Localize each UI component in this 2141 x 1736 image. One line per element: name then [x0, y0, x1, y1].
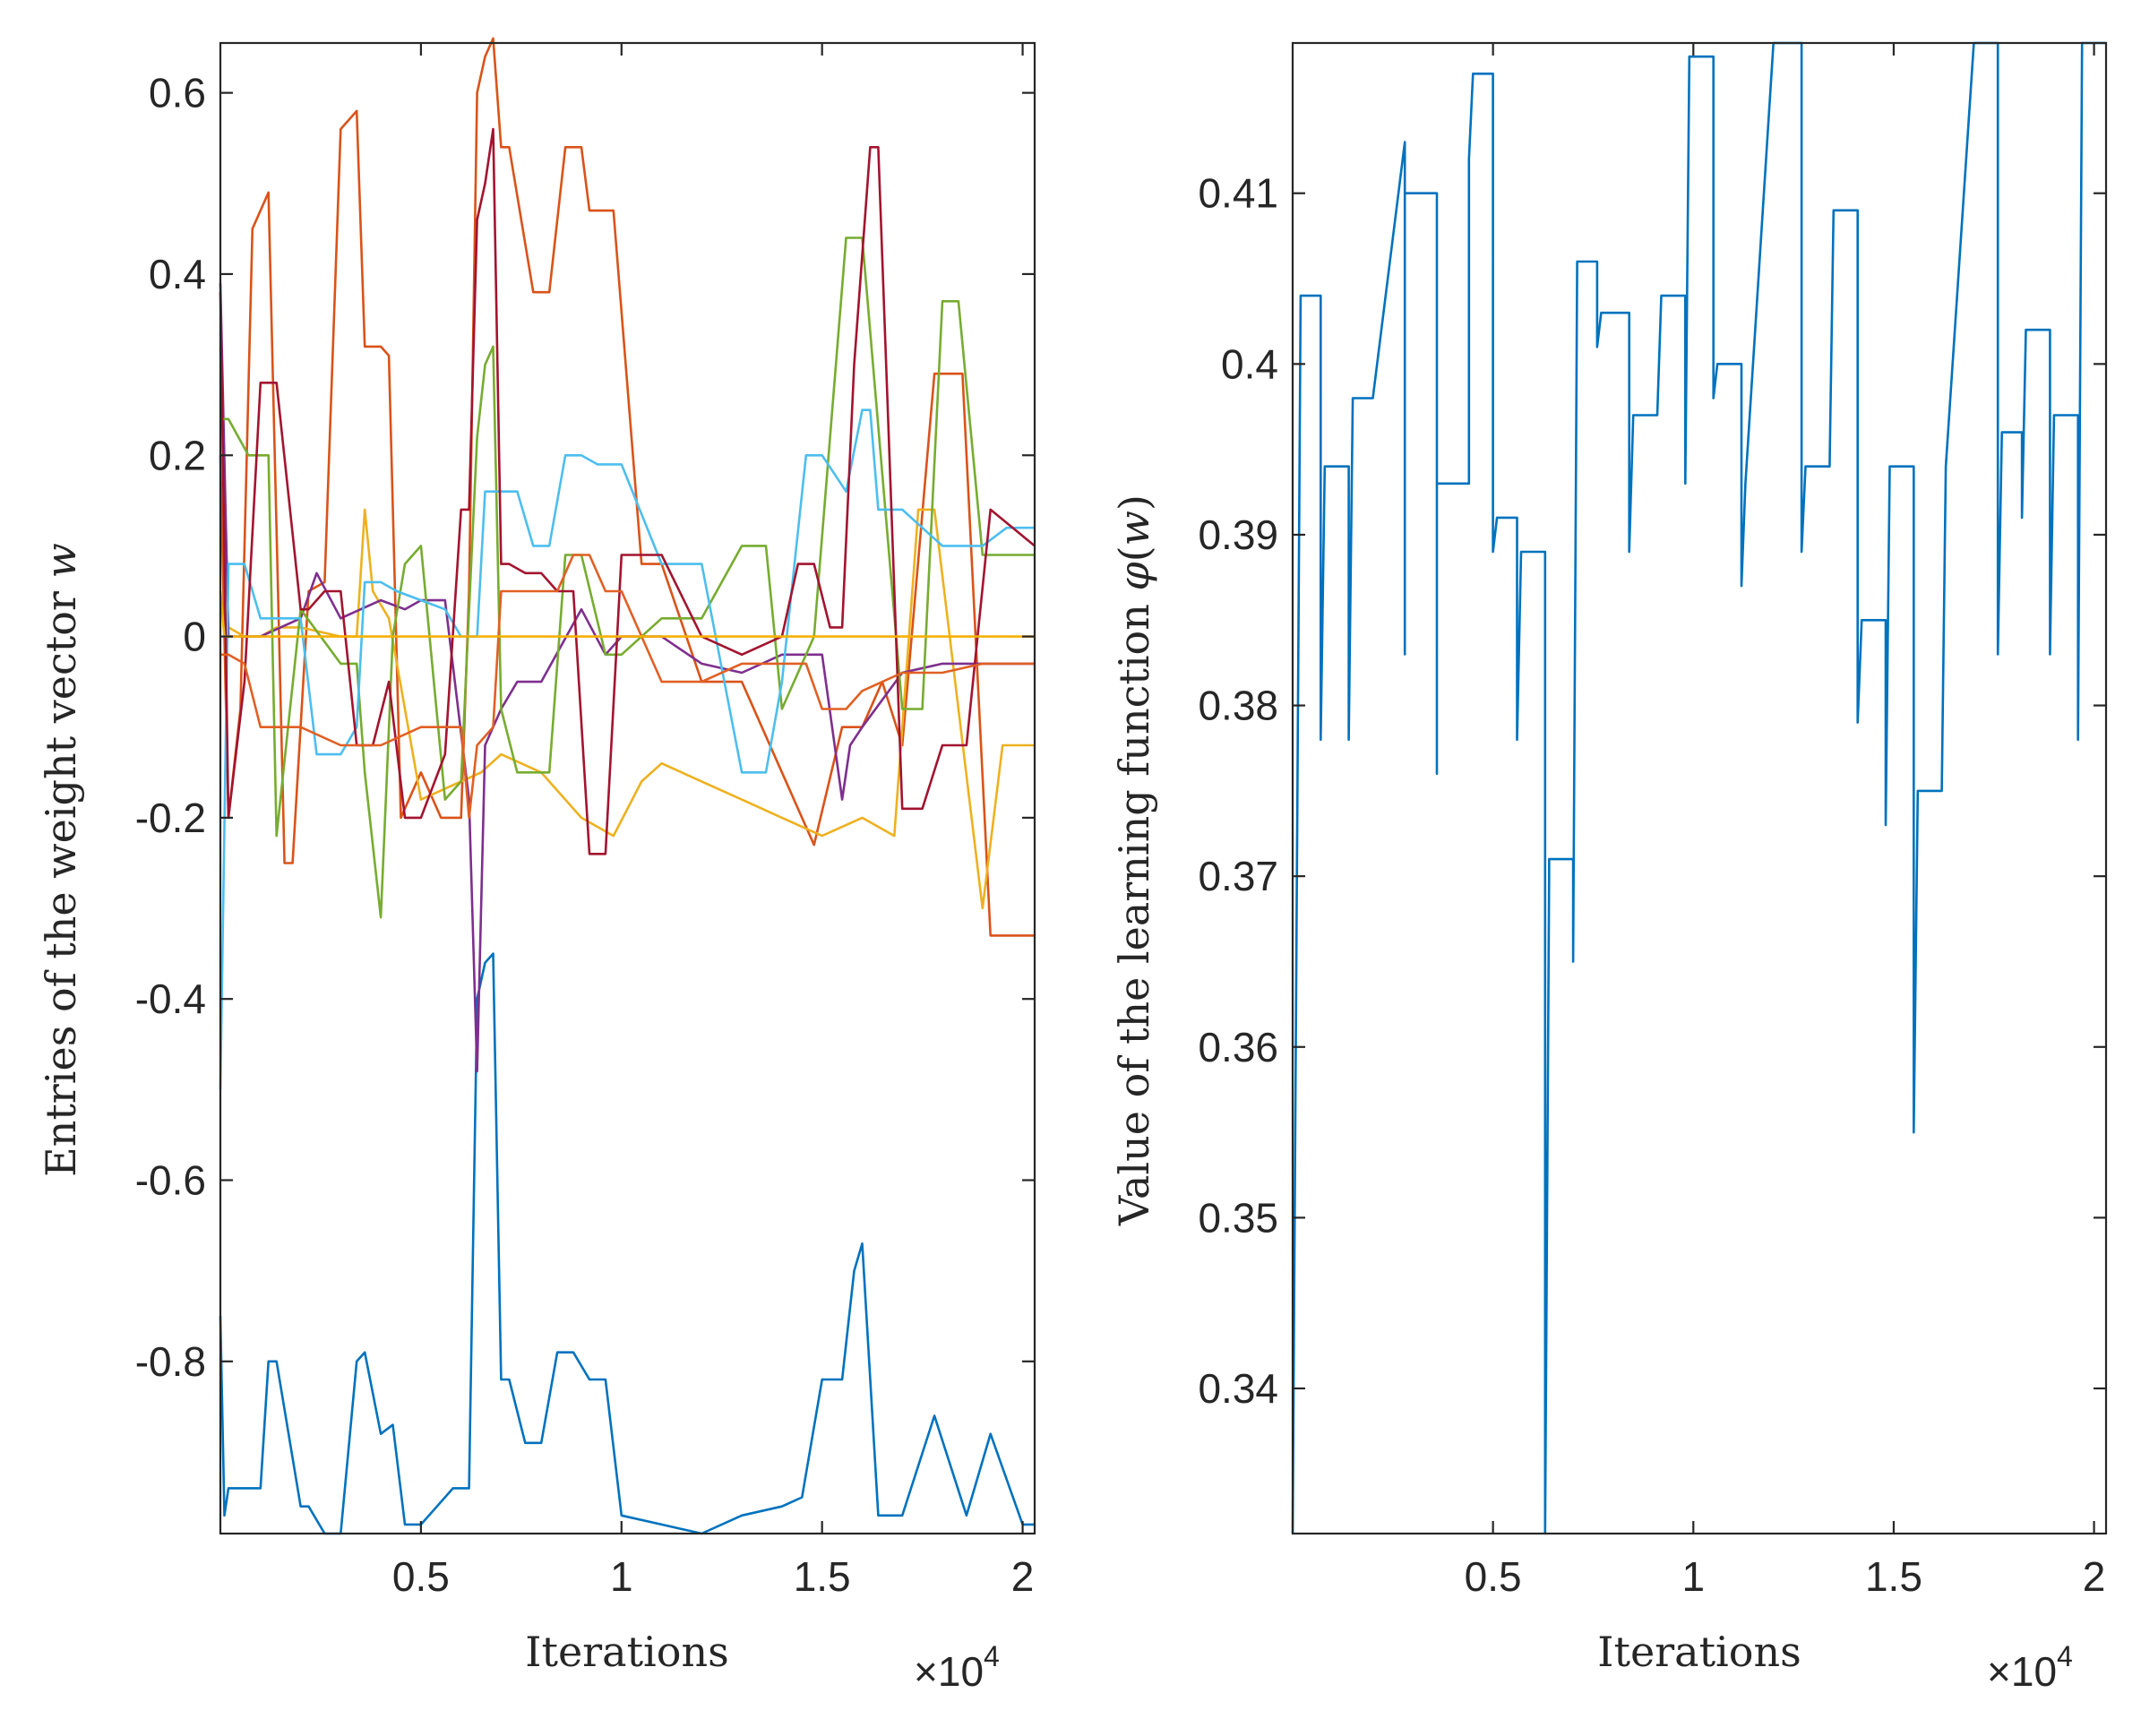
learning-function-y-tick-label: 0.36 [1198, 1024, 1278, 1070]
weights-y-tick-label: -0.2 [135, 795, 206, 841]
learning-function-y-tick-label: 0.41 [1198, 170, 1278, 217]
learning-function-x-multiplier-base: ×10 [1987, 1648, 2057, 1695]
weights-y-tick-label: -0.4 [135, 975, 206, 1022]
weights-y-tick-label: 0 [183, 614, 206, 660]
weights-series-w3 [219, 346, 1035, 910]
weights-x-axis-label: Iterations [525, 1628, 728, 1676]
learning-function-chart: 0.5 1 1.5 20.410.40.390.380.370.360.350.34 … [1110, 41, 2108, 1695]
weights-series-w1 [219, 952, 1035, 1535]
weights-plot-frame [219, 41, 1036, 1535]
weights-x-multiplier-base: ×10 [914, 1648, 984, 1695]
weights-ticks: 0.5 1 1.5 2 0.6 0.4 0.2 0 -0.2 -0.4 -0.6 -0.8 [135, 43, 1035, 1600]
learning-function-y-tick-label: 0.35 [1198, 1194, 1278, 1241]
weights-series-w4 [219, 283, 1035, 1073]
learning-function-series-phi [1291, 41, 2106, 1535]
weights-y-tick-label: 0.2 [149, 432, 206, 478]
weights-y-axis-label: Entries of the weight vector w [37, 543, 85, 1177]
weights-series-w8 [220, 554, 1035, 820]
weights-x-multiplier: ×104 [914, 1640, 1000, 1695]
learning-function-series-group [1291, 41, 2106, 1535]
weights-y-tick-label: -0.6 [135, 1156, 206, 1203]
learning-function-x-multiplier: ×104 [1987, 1640, 2073, 1695]
learning-function-ticks: 0.5 1 1.5 2 0.41 0.4 0.39 0.38 0.37 0.36 0.35 0.34 [1198, 43, 2106, 1600]
weights-y-tick-label: -0.8 [135, 1338, 206, 1385]
learning-function-x-axis-label: Iterations [1597, 1628, 1801, 1676]
learning-function-y-tick-label: 0.34 [1198, 1365, 1278, 1412]
learning-function-y-tick-label: 0.39 [1198, 511, 1278, 558]
learning-function-y-tick-label: 0.38 [1198, 683, 1278, 729]
weights-x-tick-label: 0.5 [392, 1553, 450, 1600]
learning-function-plot-frame [1291, 41, 2108, 1535]
weights-x-tick-label: 2 [1011, 1553, 1035, 1600]
weights-series-w6 [219, 408, 1035, 1090]
weights-y-tick-label: 0.6 [149, 70, 206, 116]
weights-y-tick-label: 0.4 [149, 251, 206, 297]
learning-function-x-tick-label: 2 [2083, 1553, 2106, 1600]
learning-function-x-tick-label: 1 [1681, 1553, 1705, 1600]
learning-function-y-tick-label: 0.4 [1221, 340, 1278, 387]
learning-function-x-tick-label: 1.5 [1865, 1553, 1922, 1600]
weights-x-multiplier-exponent: 4 [984, 1640, 1000, 1672]
weights-chart: 0.5 1 1.5 2 0.6 0.4 0.2 0 -0.2 -0.4 -0.6 -0.8 Itera… [37, 37, 1036, 1695]
weights-y-axis-symbol: w [37, 543, 85, 578]
learning-function-y-axis-symbol: φ [1110, 562, 1158, 591]
learning-function-x-tick-label: 0.5 [1465, 1553, 1522, 1600]
learning-function-x-multiplier-exponent: 4 [2057, 1640, 2073, 1672]
learning-function-y-tick-label: 0.37 [1198, 853, 1278, 899]
learning-function-y-axis-label: Value of the learning function φ(w) [1110, 494, 1158, 1226]
weights-x-tick-label: 1.5 [794, 1553, 851, 1600]
weights-x-tick-label: 1 [610, 1553, 633, 1600]
weights-series-w7 [219, 127, 1036, 855]
